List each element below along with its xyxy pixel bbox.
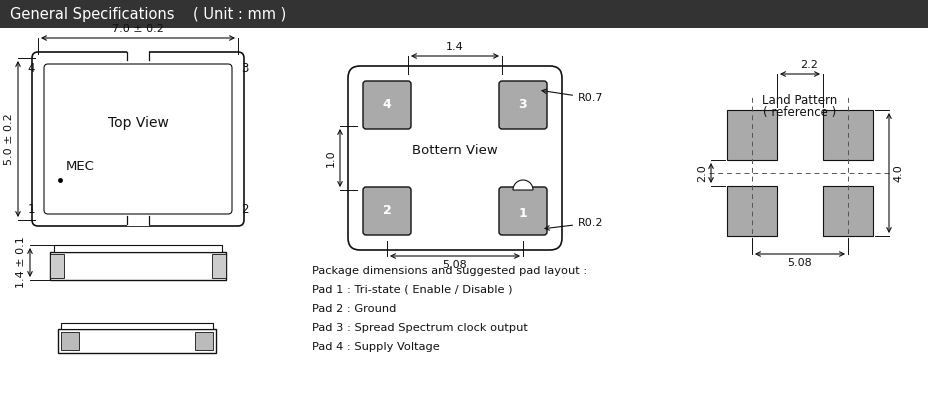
FancyBboxPatch shape	[348, 66, 561, 250]
Text: MEC: MEC	[66, 160, 95, 173]
Text: Pad 4 : Supply Voltage: Pad 4 : Supply Voltage	[312, 342, 439, 352]
Text: Package dimensions and suggested pad layout :: Package dimensions and suggested pad lay…	[312, 266, 586, 276]
Text: Bottern View: Bottern View	[412, 143, 497, 157]
Text: 4: 4	[382, 98, 391, 112]
Bar	[212, 254, 226, 278]
Text: 7.0 ± 0.2: 7.0 ± 0.2	[112, 24, 163, 34]
Wedge shape	[512, 180, 533, 190]
FancyBboxPatch shape	[32, 52, 244, 226]
Text: 2: 2	[382, 204, 391, 218]
Text: R0.7: R0.7	[541, 89, 603, 103]
Bar	[127, 216, 148, 226]
Bar	[61, 323, 213, 329]
Text: ( reference ): ( reference )	[763, 106, 836, 119]
Text: 5.08: 5.08	[442, 260, 467, 270]
Text: 3: 3	[518, 98, 527, 112]
Text: 1: 1	[28, 203, 35, 216]
Text: 5.0 ± 0.2: 5.0 ± 0.2	[4, 113, 14, 165]
Bar	[195, 332, 213, 350]
Bar	[0, 0, 928, 28]
Text: 5.08: 5.08	[787, 258, 811, 268]
Bar	[727, 110, 776, 160]
Bar	[58, 329, 216, 353]
Text: Pad 3 : Spread Spectrum clock output: Pad 3 : Spread Spectrum clock output	[312, 323, 527, 333]
Text: 4: 4	[28, 62, 35, 75]
Text: 1.0: 1.0	[326, 149, 336, 167]
Text: 2: 2	[240, 203, 248, 216]
FancyBboxPatch shape	[44, 64, 232, 214]
Text: General Specifications    ( Unit : mm ): General Specifications ( Unit : mm )	[10, 7, 286, 21]
Bar	[50, 254, 64, 278]
Bar	[50, 252, 226, 280]
Text: Pad 1 : Tri-state ( Enable / Disable ): Pad 1 : Tri-state ( Enable / Disable )	[312, 285, 512, 295]
Bar	[822, 186, 872, 236]
Bar	[61, 332, 79, 350]
Text: 3: 3	[240, 62, 248, 75]
Text: 1: 1	[518, 207, 527, 221]
Text: 2.0: 2.0	[696, 164, 706, 182]
Bar	[127, 50, 148, 60]
Bar	[822, 110, 872, 160]
FancyBboxPatch shape	[498, 81, 547, 129]
Bar	[54, 245, 222, 252]
Text: 2.2: 2.2	[799, 60, 817, 70]
Text: R0.2: R0.2	[545, 218, 603, 230]
Text: 4.0: 4.0	[892, 164, 902, 182]
Text: Top View: Top View	[108, 116, 168, 130]
Text: 1.4: 1.4	[445, 42, 463, 52]
FancyBboxPatch shape	[498, 187, 547, 235]
Text: 1.4 ± 0.1: 1.4 ± 0.1	[16, 237, 26, 288]
FancyBboxPatch shape	[363, 187, 410, 235]
FancyBboxPatch shape	[363, 81, 410, 129]
Text: Land Pattern: Land Pattern	[762, 94, 837, 107]
Text: Pad 2 : Ground: Pad 2 : Ground	[312, 304, 396, 314]
Bar	[727, 186, 776, 236]
